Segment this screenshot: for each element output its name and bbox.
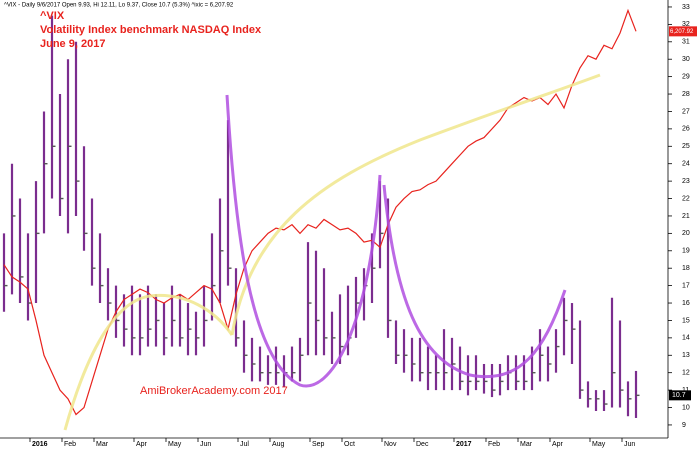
- y-tick-label: 9: [682, 422, 686, 429]
- last-value-box: [669, 390, 691, 401]
- y-tick-label: 18: [682, 265, 690, 272]
- y-tick-label: 29: [682, 73, 690, 80]
- title: Volatility Index benchmark NASDAQ Index: [40, 24, 262, 36]
- x-tick-label: Dec: [416, 441, 429, 448]
- last-value-label: 10.7: [672, 392, 686, 399]
- y-tick-label: 22: [682, 195, 690, 202]
- y-tick-label: 24: [682, 161, 690, 168]
- y-tick-label: 12: [682, 370, 690, 377]
- title: ^VIX: [40, 10, 65, 22]
- y-tick-label: 19: [682, 248, 690, 255]
- watermark: AmiBrokerAcademy.com 2017: [140, 385, 288, 397]
- y-tick-label: 20: [682, 230, 690, 237]
- y-tick-label: 28: [682, 91, 690, 98]
- last-value-box: [669, 26, 697, 37]
- y-tick-label: 16: [682, 300, 690, 307]
- u-curve-annotation: [225, 94, 382, 388]
- y-tick-label: 32: [682, 21, 690, 28]
- x-tick-label: May: [592, 441, 606, 448]
- x-tick-label: Aug: [272, 441, 285, 448]
- y-tick-label: 23: [682, 178, 690, 185]
- y-tick-label: 30: [682, 56, 690, 63]
- x-tick-label: 2016: [32, 441, 48, 448]
- x-tick-label: 2017: [456, 441, 472, 448]
- y-tick-label: 31: [682, 39, 690, 46]
- y-tick-label: 13: [682, 352, 690, 359]
- u-curve-annotation: [382, 184, 567, 379]
- x-tick-label: Sep: [312, 441, 325, 448]
- plot: [2, 8, 640, 418]
- x-tick-label: Jun: [624, 441, 635, 448]
- y-tick-label: 27: [682, 108, 690, 115]
- y-tick-label: 26: [682, 126, 690, 133]
- last-value-label: 6,207.92: [670, 29, 694, 35]
- x-tick-label: Mar: [520, 441, 533, 448]
- y-tick-label: 15: [682, 317, 690, 324]
- x-tick-label: Feb: [64, 441, 76, 448]
- title: June 9, 2017: [40, 38, 105, 50]
- arc-annotation: [63, 293, 234, 431]
- y-tick-label: 33: [682, 4, 690, 11]
- x-tick-label: Nov: [384, 441, 397, 448]
- x-tick-label: Apr: [136, 441, 148, 448]
- y-tick-label: 17: [682, 282, 690, 289]
- y-tick-label: 21: [682, 213, 690, 220]
- x-tick-label: Mar: [96, 441, 109, 448]
- x-tick-label: May: [168, 441, 182, 448]
- trend-annotation: [230, 73, 601, 336]
- y-tick-label: 25: [682, 143, 690, 150]
- x-tick-label: Apr: [552, 441, 564, 448]
- y-tick-label: 14: [682, 335, 690, 342]
- header: ^VIX - Daily 9/6/2017 Open 9.93, Hi 12.1…: [4, 3, 234, 9]
- x-tick-label: Jun: [200, 441, 211, 448]
- x-tick-label: Jul: [240, 441, 249, 448]
- y-tick-label: 10: [682, 404, 690, 411]
- x-tick-label: Oct: [344, 441, 355, 448]
- x-tick-label: Feb: [488, 441, 500, 448]
